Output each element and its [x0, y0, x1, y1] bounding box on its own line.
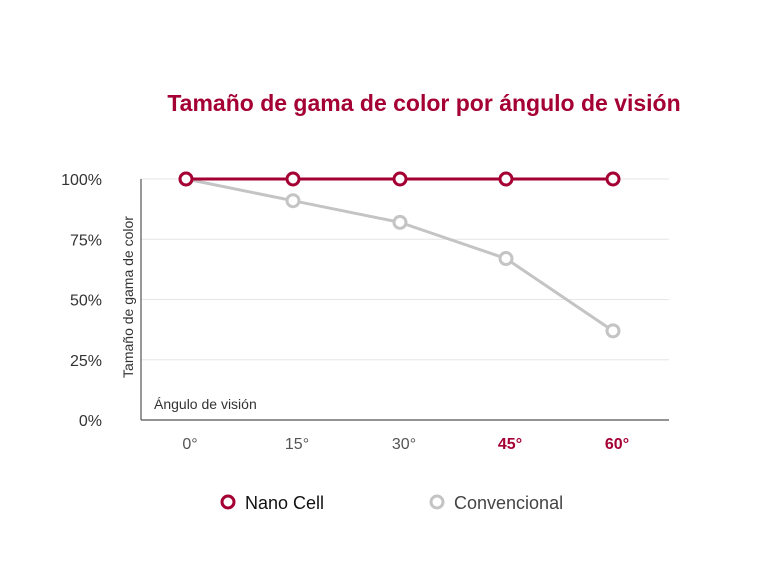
x-tick-label: 15°: [285, 436, 309, 453]
axis-layer: [140, 179, 669, 421]
legend: Nano Cell Convencional: [220, 493, 563, 513]
x-tick-label: 45°: [498, 436, 522, 453]
x-tick-label: 60°: [605, 436, 629, 453]
y-tick-label: 50%: [70, 293, 102, 310]
series-layer: [178, 171, 621, 339]
y-tick-label: 100%: [61, 172, 102, 189]
data-point-nano-cell: [392, 171, 408, 187]
x-tick-labels: 0° 15° 30° 45° 60°: [182, 436, 629, 453]
legend-label: Nano Cell: [245, 493, 324, 513]
y-tick-label: 75%: [70, 232, 102, 249]
data-point-nano-cell: [498, 171, 514, 187]
data-point-convencional: [498, 251, 514, 267]
series-line-convencional: [185, 177, 614, 333]
data-point-nano-cell: [605, 171, 621, 187]
data-point-convencional: [285, 193, 301, 209]
y-tick-labels: 0% 25% 50% 75% 100%: [61, 172, 102, 430]
legend-marker: [220, 494, 236, 510]
legend-item-convencional: Convencional: [429, 493, 563, 513]
data-point-convencional: [605, 323, 621, 339]
legend-label: Convencional: [454, 493, 563, 513]
series-nano-cell: [178, 171, 621, 187]
chart-title: Tamaño de gama de color por ángulo de vi…: [167, 90, 680, 116]
y-axis-label: Tamaño de gama de color: [120, 216, 136, 378]
legend-item-nano-cell: Nano Cell: [220, 493, 324, 513]
grid-layer: [141, 178, 669, 361]
x-axis-label: Ángulo de visión: [154, 396, 257, 412]
x-tick-label: 30°: [392, 436, 416, 453]
series-convencional: [178, 171, 621, 339]
legend-marker: [429, 494, 445, 510]
data-point-nano-cell: [285, 171, 301, 187]
data-point-convencional: [392, 214, 408, 230]
data-point-nano-cell: [178, 171, 194, 187]
y-tick-label: 25%: [70, 353, 102, 370]
y-tick-label: 0%: [79, 413, 102, 430]
x-tick-label: 0°: [182, 436, 197, 453]
